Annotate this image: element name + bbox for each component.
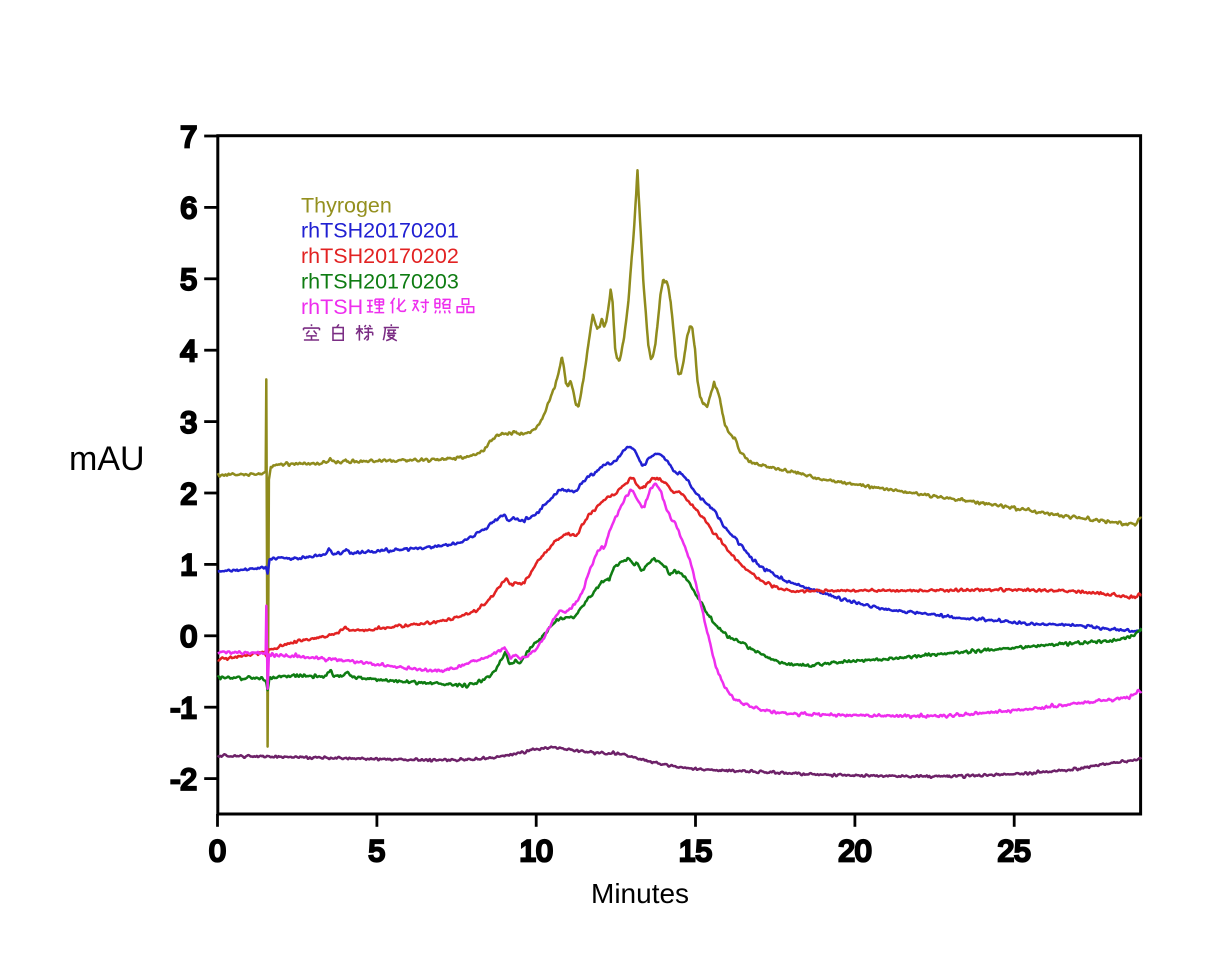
svg-text:6: 6: [180, 192, 197, 225]
svg-text:7: 7: [180, 121, 197, 154]
svg-text:20: 20: [838, 835, 871, 868]
svg-text:1: 1: [180, 549, 197, 582]
svg-text:mAU: mAU: [69, 440, 145, 478]
svg-text:5: 5: [180, 264, 197, 297]
svg-text:5: 5: [369, 835, 386, 868]
svg-text:15: 15: [679, 835, 712, 868]
svg-text:4: 4: [180, 335, 197, 368]
svg-text:3: 3: [180, 406, 197, 439]
svg-text:25: 25: [998, 835, 1031, 868]
svg-text:rhTSH20170203: rhTSH20170203: [301, 270, 459, 294]
svg-text:Minutes: Minutes: [591, 878, 689, 909]
svg-text:Thyrogen: Thyrogen: [301, 193, 392, 217]
svg-text:2: 2: [180, 478, 197, 511]
svg-text:0: 0: [209, 835, 226, 868]
svg-text:10: 10: [520, 835, 553, 868]
svg-text:rhTSH: rhTSH: [301, 295, 363, 319]
svg-text:rhTSH20170201: rhTSH20170201: [301, 219, 459, 243]
svg-text:0: 0: [180, 621, 197, 654]
svg-text:rhTSH20170202: rhTSH20170202: [301, 244, 459, 268]
svg-text:-2: -2: [170, 763, 197, 796]
svg-text:-1: -1: [170, 692, 197, 725]
